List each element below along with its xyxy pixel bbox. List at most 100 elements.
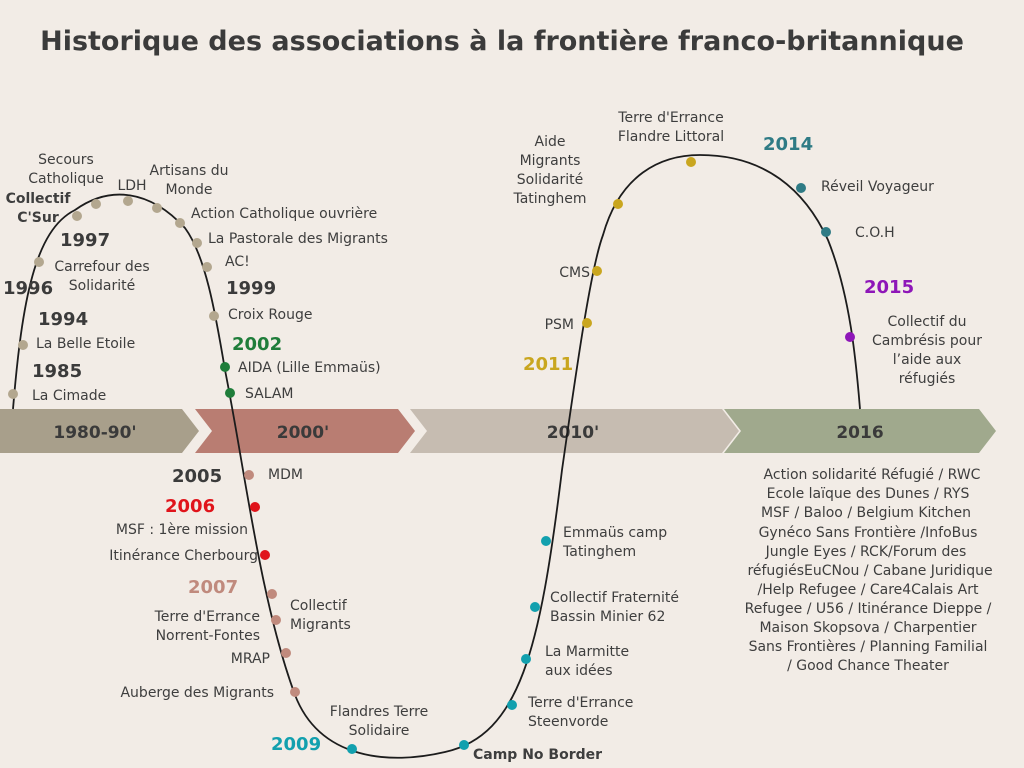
list-2016-line: réfugiésEuCNou / Cabane Juridique: [747, 563, 992, 579]
dot-camp-no-border: [459, 740, 469, 750]
label-aide-3: Solidarité: [517, 172, 583, 188]
dot-secours: [91, 199, 101, 209]
dot-croix-rouge: [209, 311, 219, 321]
label-terre-norrent-2: Norrent-Fontes: [156, 628, 260, 644]
label-croix-rouge: Croix Rouge: [228, 307, 312, 323]
label-marmitte-1: La Marmitte: [545, 644, 629, 660]
label-artisans-1: Artisans du: [150, 163, 229, 179]
band-label-2016: 2016: [836, 423, 883, 443]
label-mrap: MRAP: [231, 651, 270, 667]
label-aida: AIDA (Lille Emmaüs): [238, 360, 381, 376]
list-2016-line: Action solidarité Réfugié / RWC: [764, 467, 981, 483]
label-salam: SALAM: [245, 386, 294, 402]
year-1994: 1994: [38, 309, 88, 330]
dot-salam: [225, 388, 235, 398]
dot-belle-etoile: [18, 340, 28, 350]
dot-flandre-littoral: [686, 157, 696, 167]
dot-cimade: [8, 389, 18, 399]
dot-cambresis: [845, 332, 855, 342]
dot-cms: [592, 266, 602, 276]
list-2016-line: Maison Skopsova / Charpentier: [759, 620, 976, 636]
band-2000: [195, 409, 415, 453]
band-label-2000: 2000': [277, 423, 330, 443]
year-1996: 1996: [3, 278, 53, 299]
label-carrefour-1: Carrefour des: [54, 259, 149, 275]
dot-psm: [582, 318, 592, 328]
dot-auberge: [290, 687, 300, 697]
label-psm: PSM: [545, 317, 574, 333]
label-emmaus-2: Tatinghem: [562, 544, 636, 560]
dot-steenvorde: [507, 700, 517, 710]
band-2010: [410, 409, 739, 453]
label-flandres-1: Flandres Terre: [330, 704, 428, 720]
label-marmitte-2: aux idées: [545, 663, 612, 679]
dot-aida: [220, 362, 230, 372]
label-emmaus-1: Emmaüs camp: [563, 525, 667, 541]
label-auberge: Auberge des Migrants: [120, 685, 274, 701]
label-belle-etoile: La Belle Etoile: [36, 336, 135, 352]
list-2016-line: /Help Refugee / Care4Calais Art: [758, 582, 979, 598]
year-2009: 2009: [271, 734, 321, 755]
year-2015: 2015: [864, 277, 914, 298]
year-2002: 2002: [232, 334, 282, 355]
dot-collectif-migrants: [267, 589, 277, 599]
dot-coh: [821, 227, 831, 237]
dot-fraternite: [530, 602, 540, 612]
dot-flandres: [347, 744, 357, 754]
label-camp-no-border: Camp No Border: [473, 747, 602, 763]
label-csur-2: C'Sur: [17, 210, 59, 226]
label-flandre-littoral-1: Terre d'Errance: [617, 110, 723, 126]
label-cambresis-4: réfugiés: [899, 371, 956, 387]
dot-itinerance: [260, 550, 270, 560]
dot-carrefour: [34, 257, 44, 267]
dot-ldh: [123, 196, 133, 206]
label-cms: CMS: [559, 265, 590, 281]
label-aide-4: Tatinghem: [512, 191, 586, 207]
label-reveil: Réveil Voyageur: [821, 179, 934, 195]
year-2014: 2014: [763, 134, 813, 155]
dot-mrap: [281, 648, 291, 658]
year-2011: 2011: [523, 354, 573, 375]
label-coh: C.O.H: [855, 225, 895, 241]
label-ac: AC!: [225, 254, 250, 270]
label-secours-2: Catholique: [28, 171, 103, 187]
timeline-dots: [8, 157, 855, 754]
page-title: Historique des associations à la frontiè…: [40, 26, 964, 57]
list-2016-line: Jungle Eyes / RCK/Forum des: [765, 544, 967, 560]
list-2016-line: / Good Chance Theater: [787, 658, 949, 674]
band-1980-90: [0, 409, 199, 453]
list-2016-line: Ecole laïque des Dunes / RYS: [767, 486, 970, 502]
label-cambresis-3: l’aide aux: [893, 352, 962, 368]
label-cambresis-1: Collectif du: [888, 314, 967, 330]
label-msf: MSF : 1ère mission: [116, 522, 248, 538]
list-2016-line: Sans Frontières / Planning Familial: [749, 639, 988, 655]
label-mdm: MDM: [268, 467, 303, 483]
label-itinerance-cherbourg: Itinérance Cherbourg: [109, 548, 258, 564]
label-cambresis-2: Cambrésis pour: [872, 333, 982, 349]
dot-aide-migrants: [613, 199, 623, 209]
dot-emmaus: [541, 536, 551, 546]
band-label-1980-90: 1980-90': [53, 423, 136, 443]
label-artisans-2: Monde: [165, 182, 212, 198]
list-2016-line: MSF / Baloo / Belgium Kitchen: [761, 505, 971, 521]
dot-terre-norrent: [271, 615, 281, 625]
list-2016-line: Gynéco Sans Frontière /InfoBus: [759, 525, 978, 541]
dot-ac: [202, 262, 212, 272]
dot-reveil: [796, 183, 806, 193]
year-1999: 1999: [226, 278, 276, 299]
label-action-catho: Action Catholique ouvrière: [191, 206, 377, 222]
dot-mdm: [244, 470, 254, 480]
label-csur-1: Collectif: [6, 191, 72, 207]
label-pastorale: La Pastorale des Migrants: [208, 231, 388, 247]
year-2005: 2005: [172, 466, 222, 487]
label-aide-1: Aide: [535, 134, 566, 150]
dot-msf: [250, 502, 260, 512]
dot-pastorale: [192, 238, 202, 248]
dot-csur: [72, 211, 82, 221]
year-2007: 2007: [188, 577, 238, 598]
label-steenvorde-2: Steenvorde: [528, 714, 608, 730]
label-fraternite-2: Bassin Minier 62: [550, 609, 665, 625]
dot-action-catho: [175, 218, 185, 228]
year-1997: 1997: [60, 230, 110, 251]
